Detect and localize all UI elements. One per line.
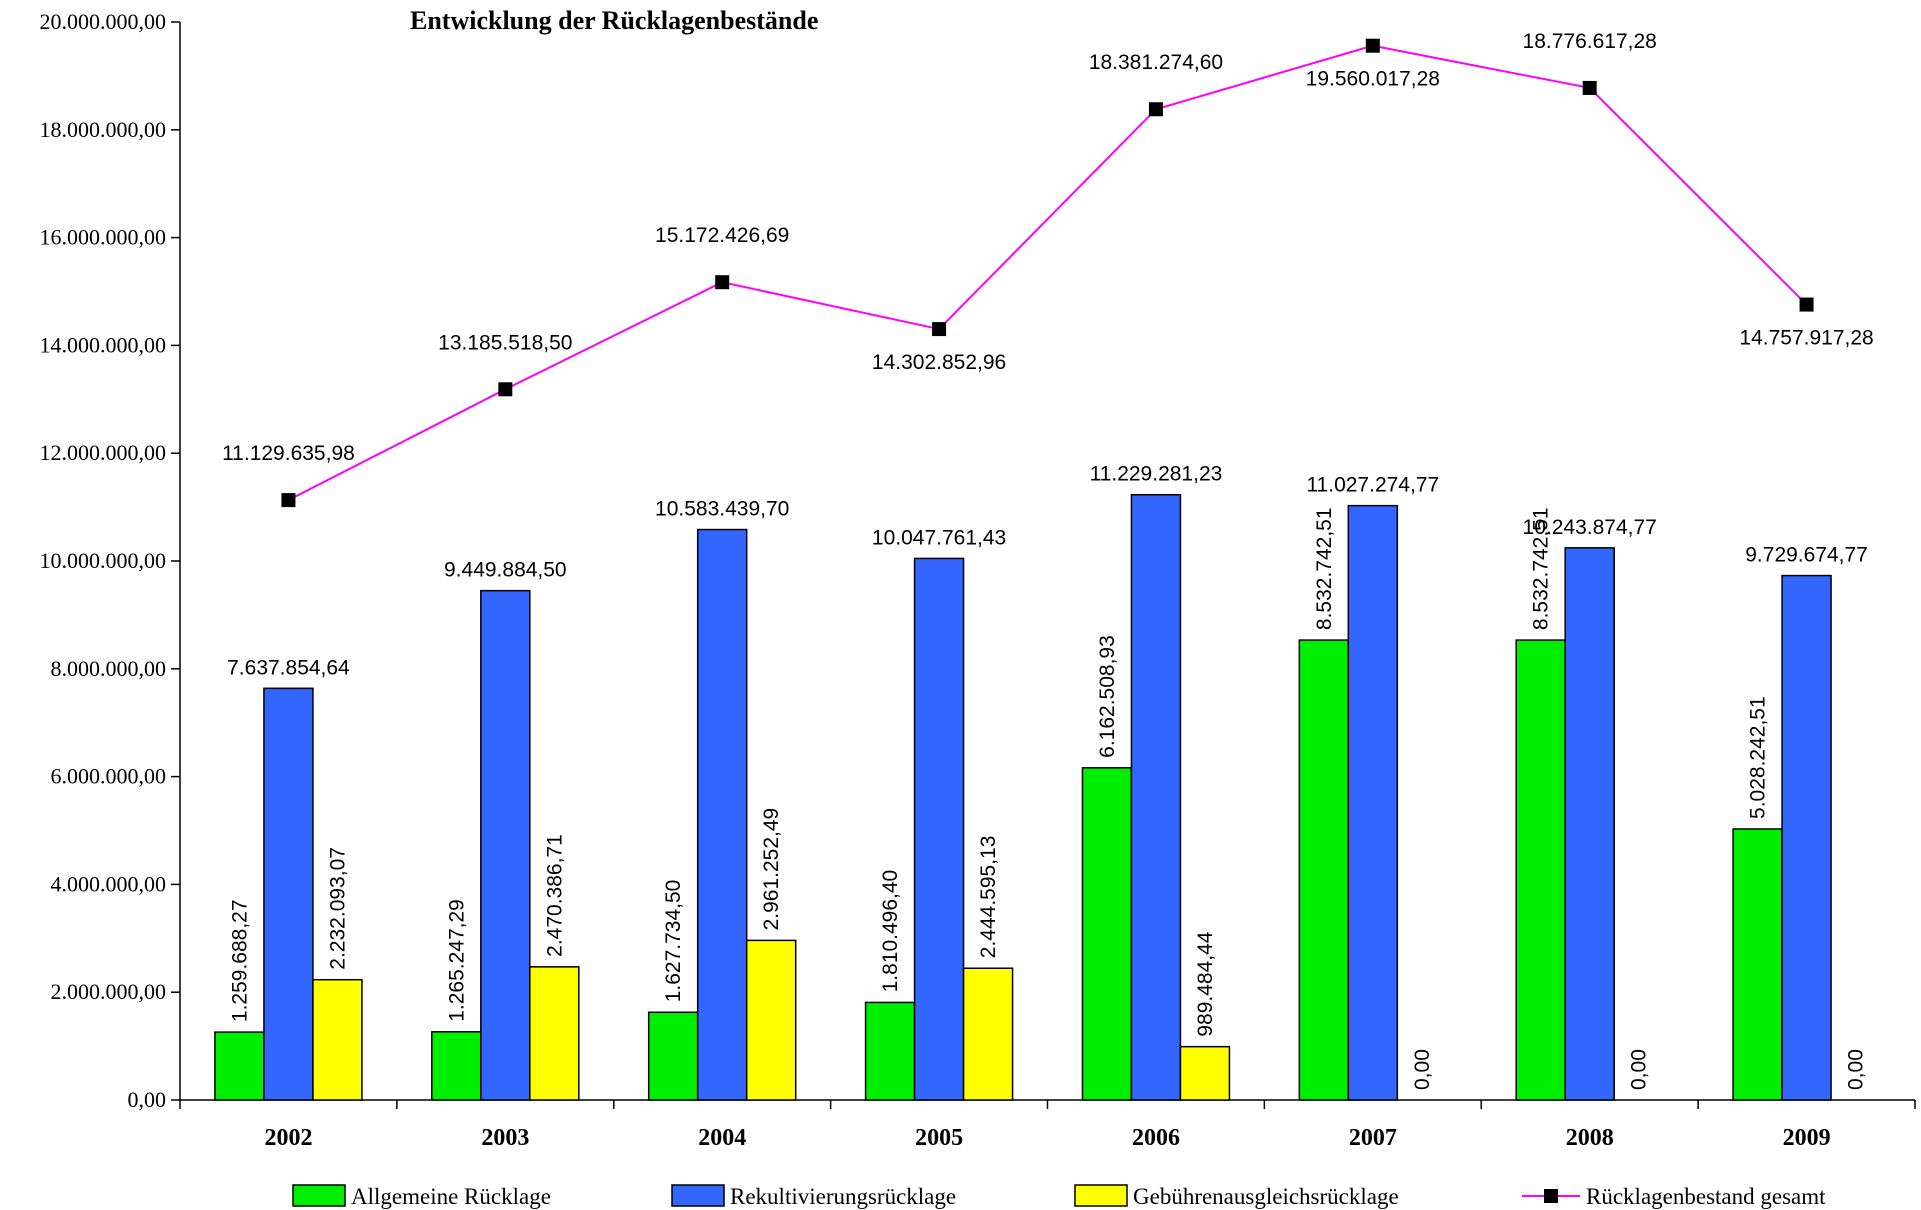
legend-label: Allgemeine Rücklage — [351, 1184, 551, 1209]
line-marker — [715, 275, 730, 290]
line-marker — [281, 493, 296, 508]
bar — [647, 1011, 699, 1101]
bar-series-group — [214, 493, 1832, 1101]
bar — [1564, 547, 1615, 1101]
line-marker — [932, 322, 947, 337]
data-label: 10.583.439,70 — [655, 498, 789, 521]
bar — [962, 967, 1014, 1101]
line-data-label: 14.757.917,28 — [1739, 327, 1873, 350]
line-series-group — [281, 38, 1814, 508]
line-marker — [1365, 38, 1380, 53]
y-tick-label: 0,00 — [128, 1087, 167, 1112]
data-label: 2.232.093,07 — [326, 847, 349, 970]
legend: Allgemeine Rücklage Rekultivierungsrückla… — [292, 1184, 1826, 1209]
data-labels-group: 1.259.688,27 1.265.247,29 1.627.734,50 1.81… — [222, 30, 1874, 1090]
y-tick-label: 8.000.000,00 — [51, 656, 167, 681]
bar — [1732, 828, 1783, 1101]
y-tick-label: 2.000.000,00 — [51, 979, 167, 1004]
bar — [1781, 574, 1832, 1101]
total-line — [287, 44, 1808, 502]
legend-marker — [1544, 1189, 1558, 1203]
data-label: 0,00 — [1845, 1049, 1868, 1090]
data-label: 989.484,44 — [1194, 931, 1217, 1036]
bar — [263, 687, 314, 1101]
line-data-label: 15.172.426,69 — [655, 224, 789, 247]
bar — [1298, 639, 1350, 1101]
bar — [864, 1001, 916, 1101]
legend-swatch — [1074, 1184, 1128, 1207]
legend-swatch — [671, 1184, 725, 1207]
y-tick-label: 18.000.000,00 — [40, 117, 167, 142]
x-tick-label: 2008 — [1566, 1125, 1614, 1151]
y-tick-label: 12.000.000,00 — [40, 440, 167, 465]
data-label: 2.444.595,13 — [977, 836, 1000, 959]
x-tick-label: 2004 — [698, 1125, 746, 1151]
bar — [696, 528, 748, 1101]
x-tick-label: 2003 — [481, 1125, 529, 1151]
x-tick-label: 2006 — [1132, 1125, 1180, 1151]
data-label: 8.532.742,51 — [1530, 507, 1553, 630]
bar — [480, 589, 531, 1101]
data-label: 9.729.674,77 — [1745, 544, 1868, 567]
y-tick-label: 14.000.000,00 — [40, 332, 167, 357]
line-data-label: 19.560.017,28 — [1306, 68, 1440, 91]
x-tick-label: 2005 — [915, 1125, 963, 1151]
data-label: 11.027.274,77 — [1306, 474, 1439, 497]
y-tick-label: 4.000.000,00 — [51, 871, 167, 896]
x-tick-label: 2009 — [1783, 1125, 1831, 1151]
bar — [1130, 493, 1182, 1101]
legend-label: Rekultivierungsrücklage — [730, 1184, 956, 1209]
line-marker — [1582, 80, 1597, 95]
data-label: 6.162.508,93 — [1096, 635, 1119, 758]
bar — [1179, 1045, 1231, 1101]
data-label: 9.449.884,50 — [444, 559, 567, 582]
bar — [1515, 639, 1566, 1101]
data-label: 7.637.854,64 — [227, 656, 350, 679]
line-marker — [1148, 102, 1163, 117]
legend-label: Gebührenausgleichsrücklage — [1133, 1184, 1399, 1209]
bar — [312, 978, 363, 1101]
data-label: 0,00 — [1411, 1049, 1434, 1090]
bar — [214, 1031, 265, 1101]
legend-label: Rücklagenbestand gesamt — [1586, 1184, 1826, 1209]
line-data-label: 18.381.274,60 — [1089, 51, 1223, 74]
bar — [529, 966, 580, 1101]
bar — [1347, 504, 1399, 1101]
y-tick-label: 20.000.000,00 — [40, 9, 167, 34]
data-label: 1.259.688,27 — [228, 899, 251, 1022]
y-tick-label: 6.000.000,00 — [51, 764, 167, 789]
data-label: 2.961.252,49 — [760, 808, 783, 931]
data-label: 5.028.242,51 — [1747, 696, 1770, 819]
line-data-label: 13.185.518,50 — [438, 331, 572, 354]
chart-title: Entwicklung der Rücklagenbestände — [410, 6, 818, 35]
data-label: 1.627.734,50 — [662, 880, 685, 1003]
y-tick-label: 10.000.000,00 — [40, 548, 167, 573]
line-marker — [1799, 297, 1814, 312]
data-label: 10.243.874,77 — [1523, 516, 1657, 539]
data-label: 8.532.742,51 — [1313, 507, 1336, 630]
line-data-label: 11.129.635,98 — [222, 442, 355, 465]
y-axis: 0,00 2.000.000,00 4.000.000,00 6.000.000,00… — [40, 9, 181, 1112]
bar — [431, 1031, 482, 1101]
y-tick-label: 16.000.000,00 — [40, 225, 167, 250]
data-label: 10.047.761,43 — [872, 526, 1006, 549]
data-label: 2.470.386,71 — [543, 834, 566, 957]
x-tick-label: 2007 — [1349, 1125, 1397, 1151]
data-label: 0,00 — [1628, 1049, 1651, 1090]
bar — [913, 557, 965, 1101]
line-data-label: 14.302.852,96 — [872, 351, 1006, 374]
legend-swatch — [292, 1184, 346, 1207]
data-label: 1.265.247,29 — [445, 899, 468, 1022]
data-label: 11.229.281,23 — [1090, 463, 1223, 486]
bar — [1081, 767, 1133, 1101]
line-data-label: 18.776.617,28 — [1523, 30, 1657, 53]
line-marker — [498, 382, 513, 397]
data-label: 1.810.496,40 — [879, 870, 902, 993]
x-tick-label: 2002 — [264, 1125, 312, 1151]
bar — [745, 939, 797, 1101]
x-axis: 2002 2003 2004 2005 2006 2007 2008 2009 — [179, 1099, 1916, 1151]
